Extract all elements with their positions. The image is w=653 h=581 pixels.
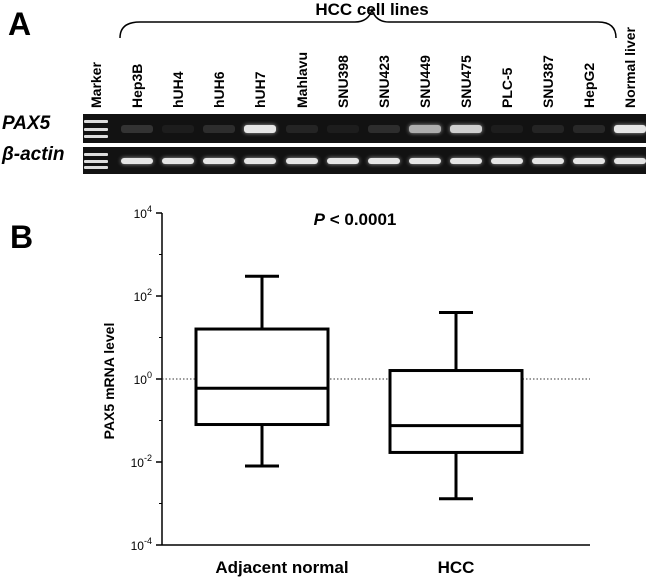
lane-label-marker: Marker [88,62,104,108]
cell-lines-brace [119,7,617,39]
lane-label-huh4: hUH4 [170,71,187,108]
lane-label-huh6: hUH6 [211,71,228,108]
pax5-band [162,124,195,133]
pax5-band [326,124,359,133]
box-plot: P < 0.0001 PAX5 mRNA level 104 102 100 10-2… [101,204,590,577]
pax5-marker-band [84,120,108,124]
x-category-label: HCC [438,558,475,577]
lane-label-normal-liver: Normal liver [622,27,639,108]
pax5-band [491,124,523,133]
lane-label-snu449: SNU449 [416,55,433,108]
pax5-band [285,124,318,133]
lane-label-snu423: SNU423 [375,55,392,108]
beta-actin-band [162,157,195,164]
panel-b-letter: B [10,219,34,255]
pax5-band [367,124,400,133]
beta-actin-band [491,157,523,164]
beta-actin-marker-band [84,166,108,170]
beta-actin-band [326,157,359,164]
x-category-label: Adjacent normal [215,558,348,577]
pax5-band [203,124,236,133]
lane-label-huh7: hUH7 [252,71,269,108]
lane-label-hep3b: Hep3B [129,63,146,108]
pax5-band [449,124,482,133]
lane-label-mahlavu: Mahlavu [293,51,310,108]
beta-actin-marker-band [84,159,108,163]
box [194,327,330,427]
pax5-marker-band [84,127,108,131]
gel-strip-pax5 [83,114,647,143]
lane-label-snu475: SNU475 [457,55,474,108]
pax5-marker-band [84,134,108,138]
beta-actin-band [614,157,647,164]
y-axis-label: PAX5 mRNA level [101,323,117,440]
pax5-band [244,124,277,133]
gel-strip-beta-actin [83,147,647,174]
y-tick-label: 10-4 [131,536,152,553]
lane-label-snu398: SNU398 [334,55,351,108]
y-tick-label: 10-2 [131,453,152,470]
y-tick-label: 102 [134,287,152,304]
pax5-band [614,124,647,133]
panel-a-letter: A [8,6,32,42]
lane-label-plc-5: PLC-5 [499,67,515,108]
y-tick-label: 100 [134,370,152,387]
beta-actin-band [121,157,154,164]
pax5-band [408,124,441,133]
p-value-label: P < 0.0001 [314,210,397,229]
beta-actin-marker-band [84,152,108,156]
gene-label-beta-actin: β-actin [2,144,65,165]
beta-actin-band [408,157,441,164]
beta-actin-band [449,157,482,164]
box [388,369,524,454]
lane-label-hepg2: HepG2 [581,62,598,108]
beta-actin-band [285,157,318,164]
gene-label-pax5: PAX5 [2,113,51,134]
pax5-band [121,124,154,133]
beta-actin-band [573,157,606,164]
chart-layer: 104 102 100 10-2 10-4 Adjacent normal HCC [131,204,590,577]
beta-actin-band [203,157,236,164]
pax5-band [532,124,565,133]
beta-actin-band [367,157,400,164]
pax5-band [573,124,606,133]
beta-actin-band [244,157,277,164]
lane-label-snu387: SNU387 [540,55,557,108]
beta-actin-band [532,157,565,164]
y-tick-label: 104 [134,204,152,221]
